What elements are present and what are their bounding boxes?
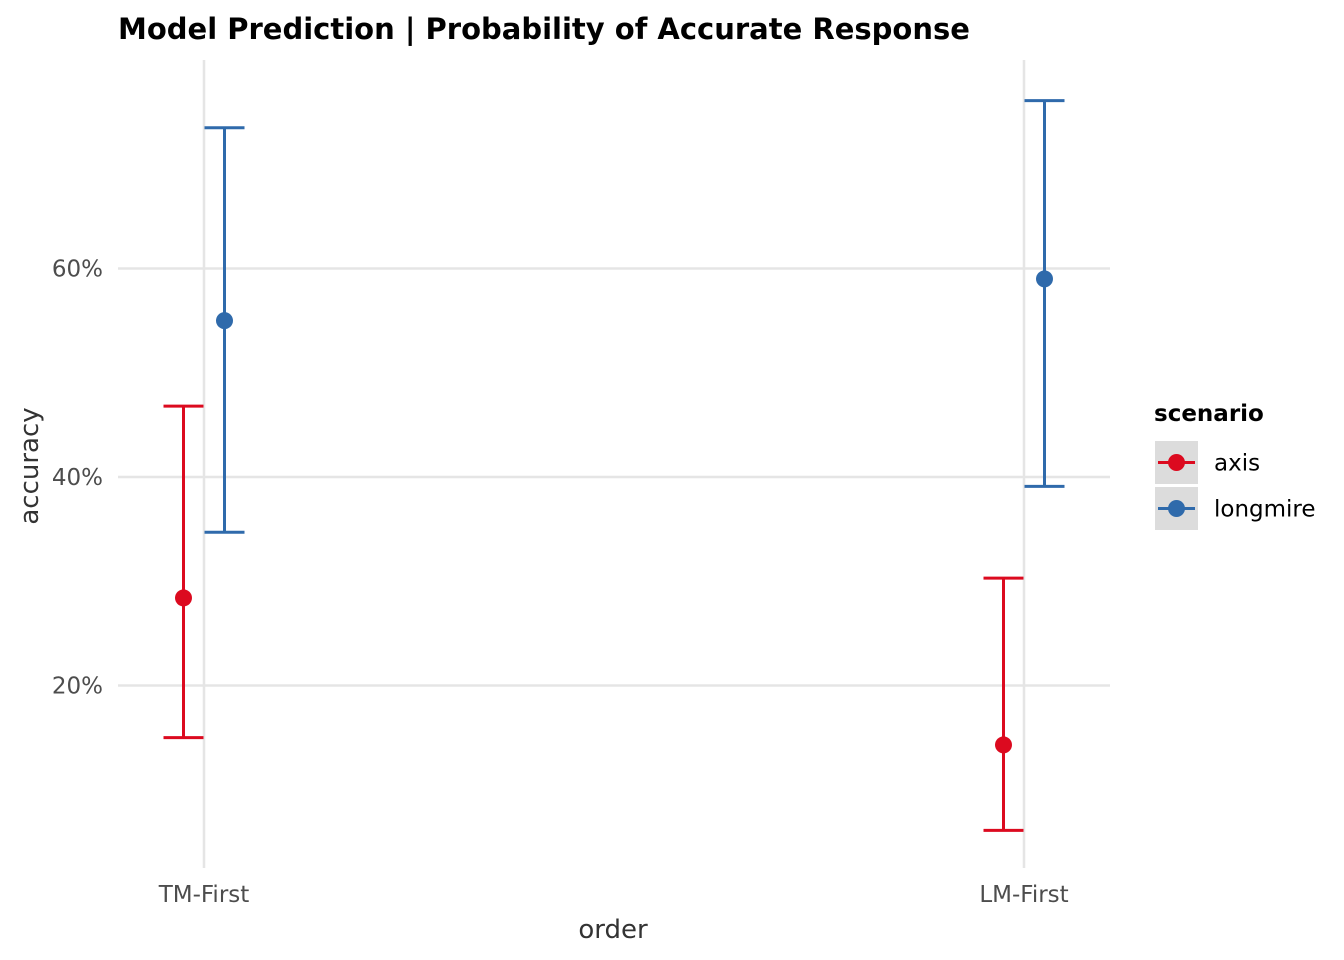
y-tick-label: 20% — [52, 674, 103, 700]
y-axis-title: accuracy — [15, 407, 45, 524]
y-tick-label: 40% — [52, 465, 103, 491]
data-marks — [163, 99, 1065, 832]
x-tick-label: LM-First — [979, 882, 1068, 908]
legend-key-point-longmire — [1168, 500, 1185, 517]
x-axis-ticks: TM-First LM-First — [158, 882, 1069, 908]
point-longmire-LM-First — [1036, 270, 1053, 288]
legend-title: scenario — [1154, 401, 1264, 427]
chart-title: Model Prediction | Probability of Accura… — [118, 12, 970, 46]
legend-key-point-axis — [1168, 454, 1185, 471]
grid — [118, 60, 1110, 868]
y-tick-label: 60% — [52, 257, 103, 283]
point-longmire-TM-First — [216, 312, 233, 330]
point-axis-TM-First — [175, 589, 192, 607]
legend-label-longmire: longmire — [1214, 497, 1316, 523]
x-tick-label: TM-First — [158, 882, 250, 908]
legend: scenario axis longmire — [1154, 401, 1316, 530]
y-axis-ticks: 20% 40% 60% — [52, 257, 103, 700]
point-axis-LM-First — [995, 736, 1012, 754]
legend-label-axis: axis — [1214, 451, 1260, 477]
x-axis-title: order — [578, 915, 648, 945]
